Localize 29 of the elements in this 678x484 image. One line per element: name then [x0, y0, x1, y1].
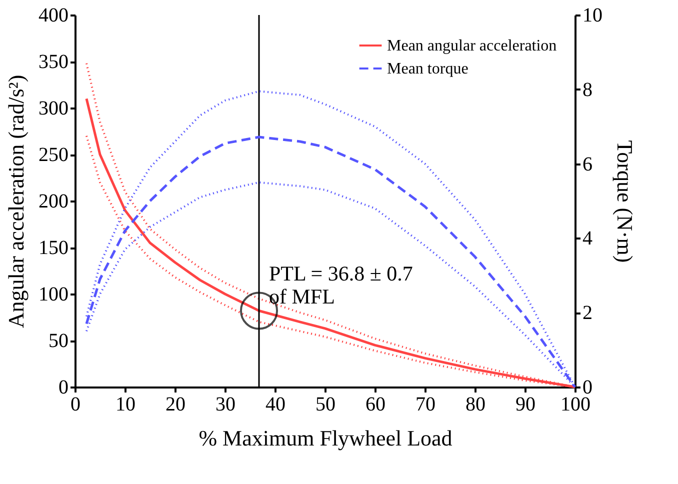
x-tick-label: 60 — [366, 394, 386, 416]
y-tick-label: 400 — [38, 4, 68, 26]
x-tick-label: 90 — [516, 394, 536, 416]
annotation: PTL = 36.8 ± 0.7 of MFL — [269, 262, 413, 309]
y-tick-label: 350 — [38, 51, 68, 73]
x-tick-label: 50 — [316, 394, 336, 416]
legend-label: Mean torque — [387, 60, 468, 78]
x-tick-label: 80 — [466, 394, 486, 416]
y2-tick-label: 6 — [582, 153, 592, 176]
y-tick-label: 150 — [38, 237, 68, 259]
y2-axis-title: Torque (N·m) — [612, 140, 638, 263]
y-tick-label: 250 — [38, 144, 68, 166]
x-axis-title: % Maximum Flywheel Load — [198, 426, 452, 450]
y2-tick-label: 8 — [582, 78, 592, 101]
y-tick-label: 50 — [48, 330, 68, 352]
x-tick-label: 40 — [266, 394, 286, 416]
y-tick-label: 0 — [58, 376, 68, 398]
y2-tick-label: 10 — [582, 4, 602, 26]
y-tick-label: 100 — [38, 284, 68, 306]
x-tick-label: 20 — [166, 394, 186, 416]
y-axis-title: Angular acceleration (rad/s²) — [4, 74, 28, 328]
y2-tick-label: 4 — [582, 228, 592, 250]
legend-label: Mean angular acceleration — [387, 38, 557, 54]
x-tick-label: 30 — [216, 394, 236, 416]
x-tick-label: 10 — [116, 394, 136, 416]
x-tick-label: 70 — [416, 394, 436, 416]
y-tick-label: 200 — [38, 190, 68, 212]
y2-tick-label: 2 — [582, 302, 592, 324]
y-tick-label: 300 — [38, 98, 68, 120]
